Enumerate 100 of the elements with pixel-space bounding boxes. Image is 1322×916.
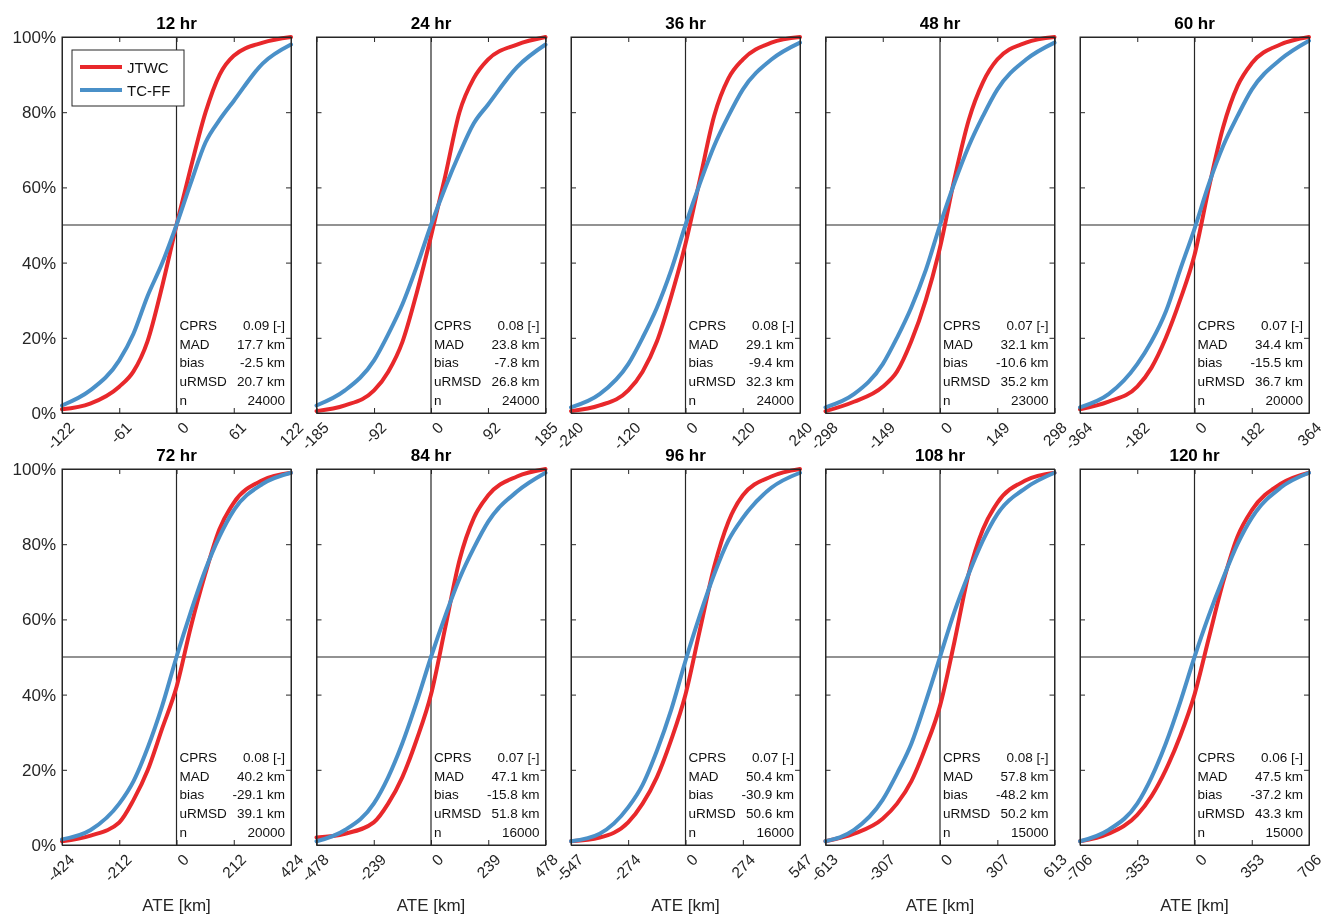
annotation: uRMSD — [179, 806, 228, 822]
annotation: bias — [1197, 355, 1223, 371]
annotation: MAD — [688, 336, 719, 352]
annotation: -15.8 km — [486, 787, 540, 803]
x-tick-label: 212 — [218, 850, 250, 882]
annotation: 47.1 km — [491, 768, 540, 784]
annotation: uRMSD — [434, 806, 482, 822]
annotation: bias — [434, 355, 460, 371]
annotation: bias — [688, 355, 714, 371]
x-tick-label: 0 — [937, 850, 956, 869]
annotation: n — [1197, 393, 1206, 408]
annotation: 0.07 [-] — [1260, 317, 1303, 333]
annotation: MAD — [1197, 336, 1228, 352]
annotation: 0.07 [-] — [751, 749, 794, 765]
annotation: 24000 — [501, 393, 540, 408]
chart-title: 60 hr — [1174, 14, 1216, 33]
x-tick-label: 0 — [428, 850, 447, 869]
annotation: 20000 — [247, 825, 285, 840]
x-tick-label: 298 — [1039, 418, 1070, 450]
annotation: MAD — [434, 768, 465, 784]
annotation: -48.2 km — [995, 787, 1049, 803]
annotation: bias — [943, 787, 969, 803]
annotation: -10.6 km — [995, 355, 1049, 371]
annotation: n — [434, 393, 442, 408]
annotation: 40.2 km — [236, 768, 285, 784]
annotation: 36.7 km — [1254, 374, 1303, 390]
annotation: uRMSD — [434, 374, 482, 390]
x-tick-label: 61 — [225, 418, 250, 444]
x-tick-label: 0 — [682, 850, 702, 869]
annotation: 0.08 [-] — [497, 317, 540, 333]
y-tick-label: 100% — [12, 27, 56, 47]
annotation: 34.4 km — [1254, 336, 1303, 352]
x-tick-label: 0 — [173, 418, 193, 437]
annotation: MAD — [434, 336, 465, 352]
annotation: n — [179, 393, 188, 408]
chart-title: 120 hr — [1169, 446, 1220, 465]
annotation: 32.1 km — [1000, 336, 1049, 352]
annotation: CPRS — [179, 749, 218, 765]
x-tick-label: 92 — [479, 418, 504, 444]
annotation: 29.1 km — [745, 336, 794, 352]
x-axis-title: ATE [km] — [905, 896, 975, 915]
annotation: bias — [943, 355, 969, 371]
annotation: 0.07 [-] — [497, 749, 540, 765]
annotation: uRMSD — [943, 806, 991, 822]
annotation: uRMSD — [1197, 806, 1246, 822]
annotation: CPRS — [434, 749, 472, 765]
annotation: n — [179, 825, 188, 840]
x-tick-label: -182 — [1118, 418, 1153, 453]
annotation: 20000 — [1265, 393, 1303, 408]
annotation: MAD — [179, 768, 210, 784]
y-tick-label: 80% — [21, 103, 56, 123]
x-tick-label: 120 — [727, 418, 759, 450]
annotation: MAD — [943, 336, 974, 352]
annotation: -30.9 km — [741, 787, 794, 803]
x-tick-label: 185 — [530, 418, 561, 450]
annotation: 43.3 km — [1254, 806, 1303, 822]
annotation: 50.6 km — [745, 806, 794, 822]
x-tick-label: 0 — [937, 418, 956, 437]
annotation: 23.8 km — [491, 336, 540, 352]
x-axis-title: ATE [km] — [1160, 896, 1229, 915]
annotation: CPRS — [688, 749, 727, 765]
chart-title: 84 hr — [410, 446, 452, 465]
annotation: -37.2 km — [1250, 787, 1303, 803]
x-tick-label: 364 — [1294, 418, 1322, 450]
annotation: MAD — [688, 768, 719, 784]
annotation: 0.09 [-] — [242, 317, 285, 333]
annotation: -7.8 km — [494, 355, 540, 371]
x-tick-label: -274 — [609, 850, 644, 885]
annotation: 0.08 [-] — [1006, 749, 1049, 765]
annotation: 24000 — [756, 393, 794, 408]
annotation: bias — [179, 787, 205, 803]
annotation: n — [943, 393, 951, 408]
annotation: n — [943, 825, 951, 840]
annotation: uRMSD — [179, 374, 228, 390]
chart-title: 12 hr — [156, 14, 198, 33]
annotation: CPRS — [179, 317, 218, 333]
annotation: MAD — [943, 768, 974, 784]
annotation: 24000 — [247, 393, 285, 408]
annotation: bias — [434, 787, 460, 803]
annotation: 0.08 [-] — [242, 749, 285, 765]
x-tick-label: 307 — [982, 850, 1013, 882]
annotation: 32.3 km — [745, 374, 794, 390]
x-tick-label: -120 — [609, 418, 644, 453]
annotation: 20.7 km — [236, 374, 285, 390]
annotation: CPRS — [943, 749, 981, 765]
annotation: n — [434, 825, 442, 840]
annotation: CPRS — [434, 317, 472, 333]
x-tick-label: -212 — [100, 850, 135, 885]
legend-label: TC-FF — [127, 81, 171, 99]
annotation: CPRS — [943, 317, 981, 333]
chart-title: 108 hr — [914, 446, 966, 465]
annotation: 15000 — [1010, 825, 1049, 840]
annotation: n — [688, 393, 697, 408]
annotation: 23000 — [1010, 393, 1049, 408]
annotation: 16000 — [756, 825, 794, 840]
x-tick-label: 149 — [982, 418, 1013, 450]
annotation: -15.5 km — [1250, 355, 1303, 371]
y-tick-label: 40% — [21, 253, 56, 273]
x-tick-label: 0 — [682, 418, 702, 437]
x-axis-title: ATE [km] — [396, 896, 466, 915]
